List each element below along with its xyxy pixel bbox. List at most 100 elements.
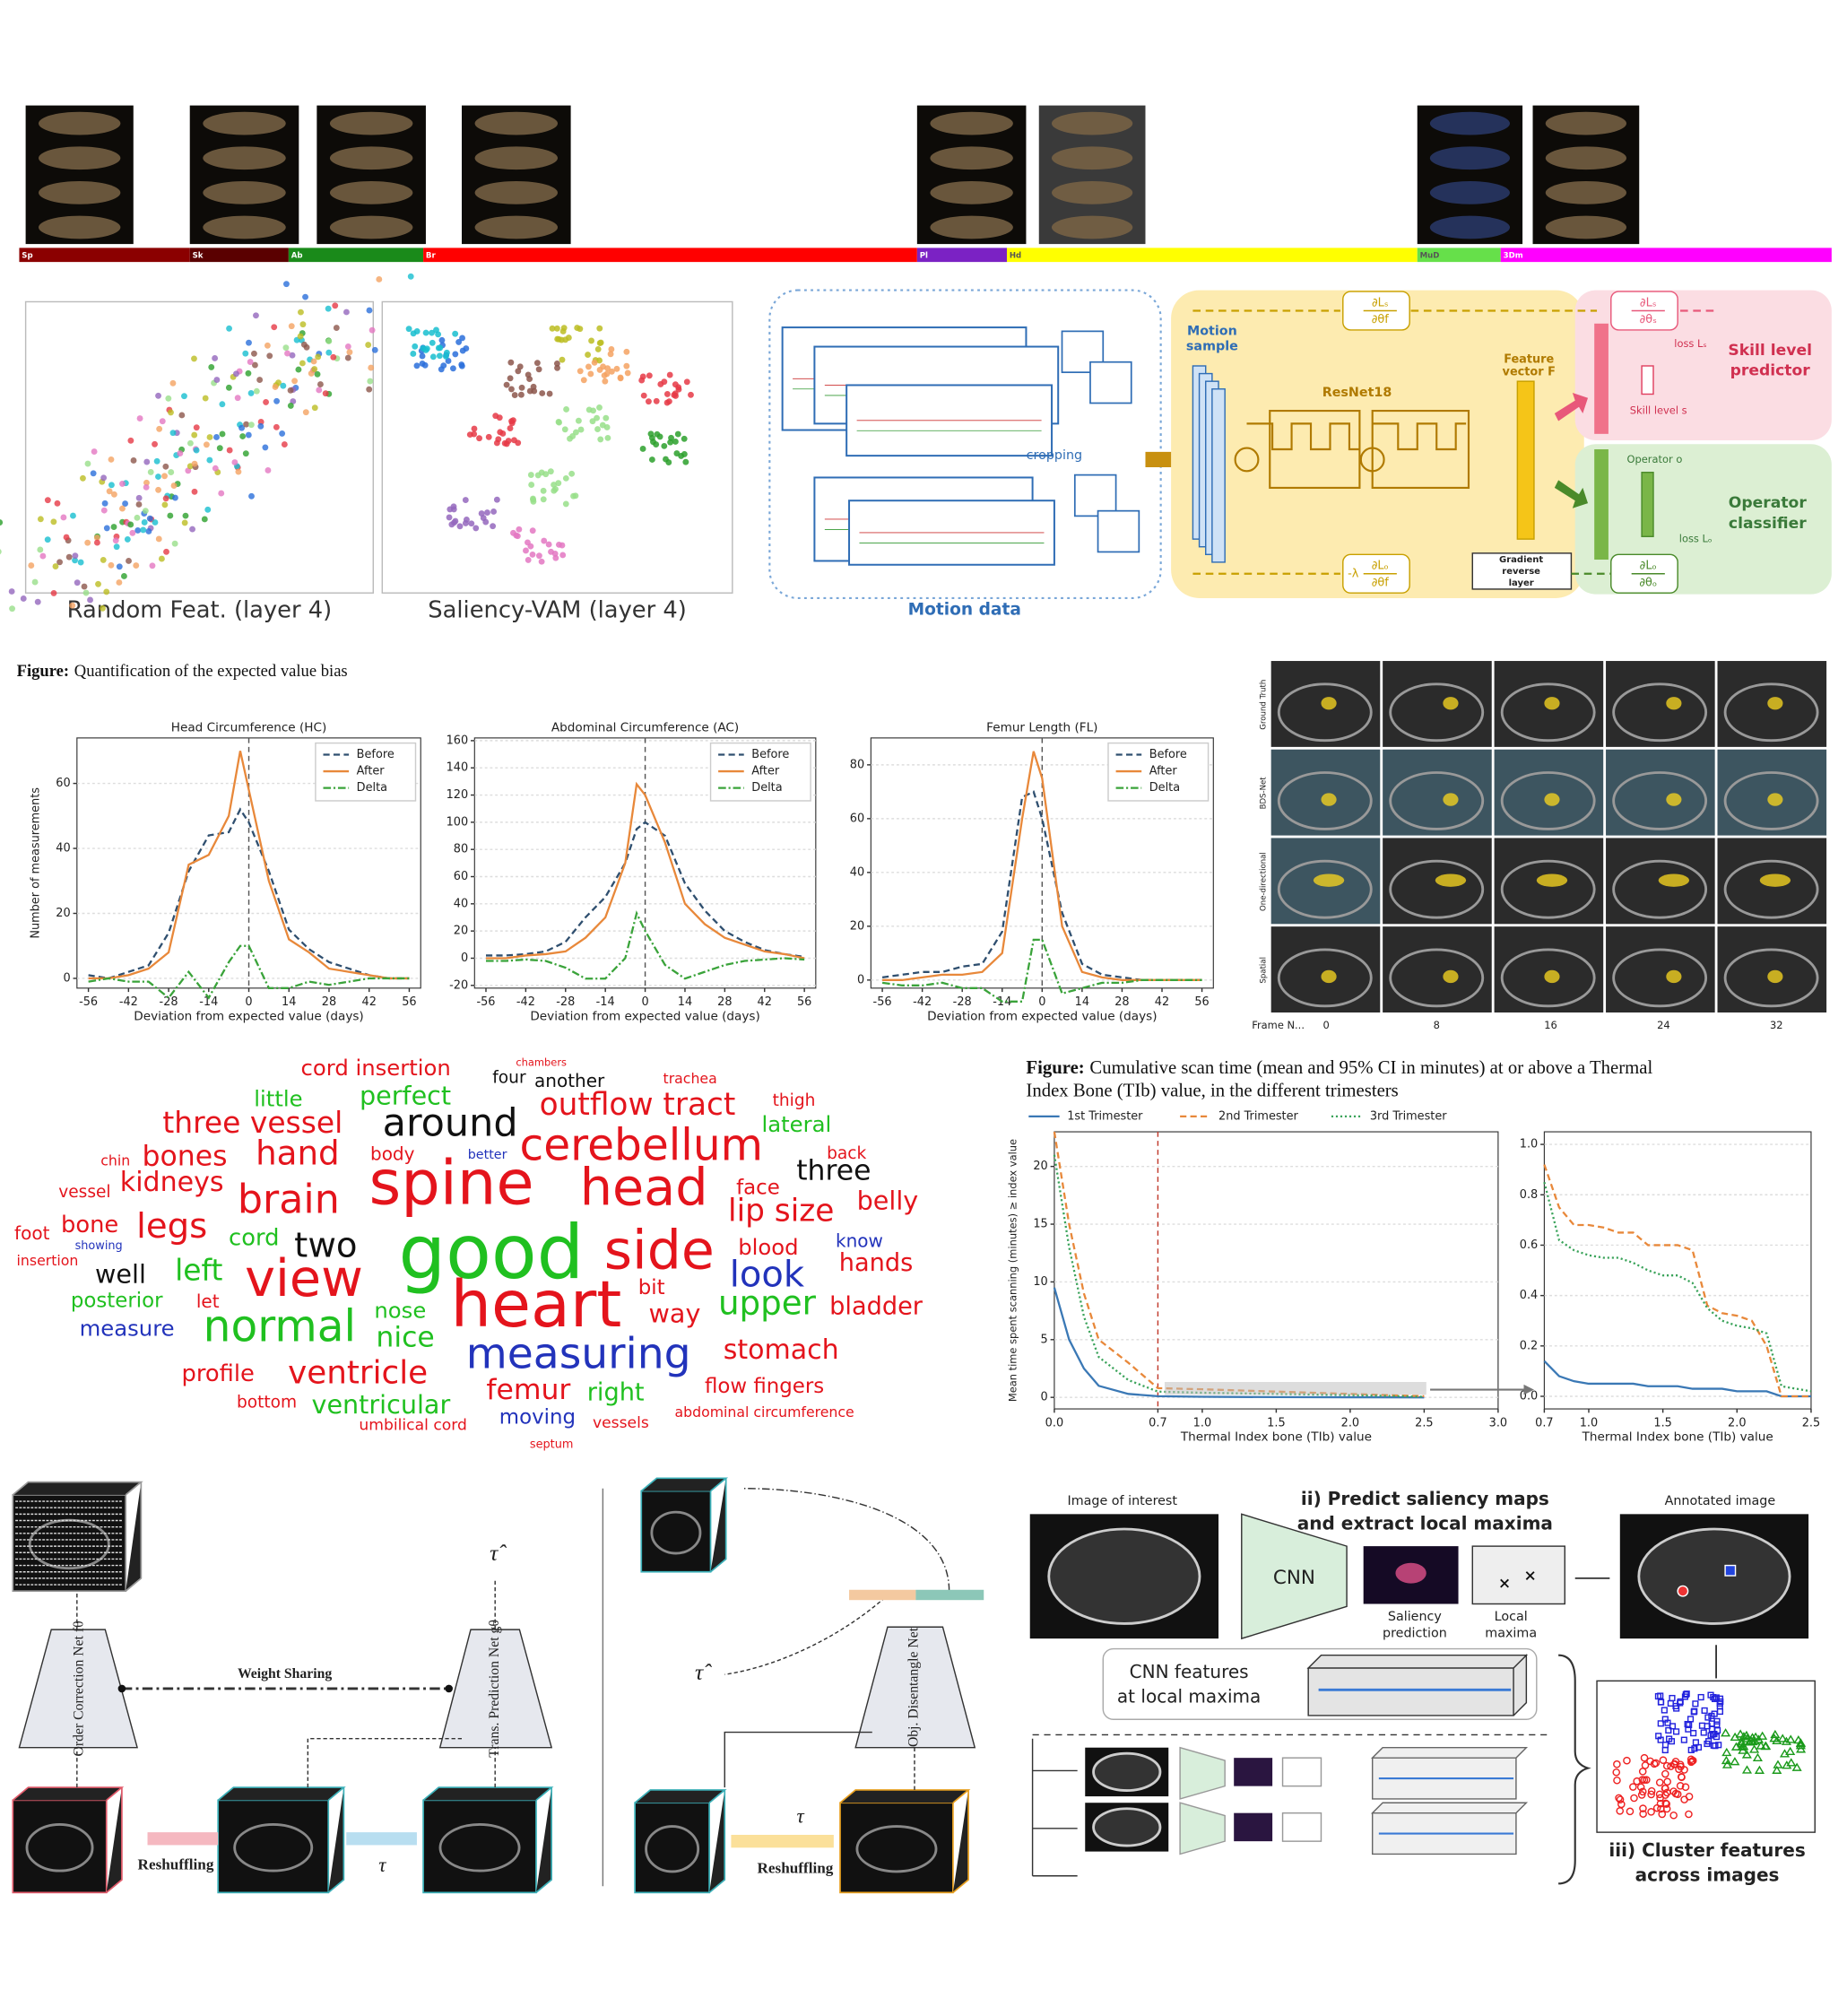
cluster-red xyxy=(1687,1758,1695,1767)
y-tick-label: 100 xyxy=(447,815,469,829)
embedding-dot xyxy=(540,487,547,494)
embedding-dot xyxy=(100,474,108,482)
embedding-dot xyxy=(90,470,97,477)
cluster-green xyxy=(1785,1746,1796,1755)
saliency-frame xyxy=(1606,926,1715,1013)
label: ∂Lₒ xyxy=(1372,560,1389,573)
saliency-blob xyxy=(1767,793,1783,806)
anatomy xyxy=(1277,771,1373,830)
label: Pl xyxy=(920,251,928,260)
saliency-frame xyxy=(1494,926,1604,1013)
cluster-green xyxy=(1773,1760,1783,1768)
flow-arrow xyxy=(307,1737,462,1788)
word: view xyxy=(245,1249,363,1308)
embedding-dot xyxy=(182,512,189,519)
embedding-dot xyxy=(203,441,210,448)
embedding-dot xyxy=(143,458,151,465)
anatomy xyxy=(650,1510,702,1555)
embedding-dot xyxy=(81,583,88,590)
cluster-red xyxy=(1646,1757,1654,1766)
x-tick-label: 42 xyxy=(1155,995,1169,1009)
cluster-green xyxy=(1753,1734,1765,1743)
embedding-dot xyxy=(311,404,318,412)
embedding-dot xyxy=(535,552,542,560)
label: maxima xyxy=(1485,1626,1537,1640)
embedding-dot xyxy=(202,395,209,402)
resnet-blocks xyxy=(1246,410,1470,489)
saliency-blob xyxy=(1658,873,1690,887)
embedding-dot xyxy=(526,376,533,383)
resnet-node xyxy=(1234,447,1260,473)
fetal-render xyxy=(39,146,121,170)
embedding-dot xyxy=(155,486,161,493)
x-tick-label: 56 xyxy=(797,995,811,1009)
embedding-dot xyxy=(603,414,610,421)
disentangled-code xyxy=(915,1589,984,1601)
cluster-blue xyxy=(1684,1720,1691,1728)
embedding-dot xyxy=(152,519,159,526)
embedding-dot xyxy=(529,527,536,534)
cluster-red xyxy=(1678,1773,1686,1782)
embedding-dot xyxy=(158,555,165,562)
word: bottom xyxy=(237,1393,297,1412)
gradient-reverse-box xyxy=(1471,552,1573,590)
word: brain xyxy=(238,1177,340,1223)
word: two xyxy=(294,1225,357,1265)
word: upper xyxy=(718,1283,817,1323)
embedding-dot xyxy=(262,444,269,451)
embedding-dot xyxy=(325,349,333,356)
embedding-dot xyxy=(599,421,606,429)
cluster-red xyxy=(1658,1810,1667,1819)
embedding-dot xyxy=(63,534,70,541)
cluster-red xyxy=(1612,1768,1621,1777)
cluster-blue xyxy=(1697,1693,1704,1701)
embedding-dot xyxy=(280,382,287,389)
cluster-green xyxy=(1786,1758,1797,1767)
embedding-panel xyxy=(24,300,375,594)
maxima-marks xyxy=(1500,1571,1535,1588)
feature-vector xyxy=(1516,380,1535,540)
embedding-dot xyxy=(646,372,653,379)
label: Ab xyxy=(291,251,303,260)
embedding-dot xyxy=(299,360,306,367)
x-axis-label: Deviation from expected value (days) xyxy=(927,1009,1157,1023)
word: nice xyxy=(376,1321,434,1353)
feature-extractor-box xyxy=(1171,290,1584,598)
embedding-dot xyxy=(52,563,59,569)
anatomy xyxy=(1389,771,1485,830)
embedding-dot xyxy=(60,514,67,521)
embedding-dot xyxy=(147,468,154,475)
word: chambers xyxy=(516,1056,567,1068)
embedding-dot xyxy=(597,436,604,443)
word: good xyxy=(398,1209,584,1296)
word: know xyxy=(836,1230,883,1252)
word: bit xyxy=(638,1276,665,1299)
x-axis-label: Thermal Index bone (TIb) value xyxy=(1582,1430,1773,1445)
label: 3Dm xyxy=(1504,251,1523,260)
embedding-dot xyxy=(368,364,375,371)
embedding-dot xyxy=(462,497,469,503)
legend-label: Delta xyxy=(1149,781,1180,795)
cluster-blue xyxy=(1664,1719,1671,1726)
x-tick-label: 0.7 xyxy=(1535,1416,1553,1429)
y-tick-label: 60 xyxy=(850,812,864,825)
cluster-red xyxy=(1613,1776,1621,1785)
x-tick-label: 28 xyxy=(322,995,336,1009)
embedding-dot xyxy=(288,323,295,330)
embedding-dot xyxy=(193,424,200,431)
embedding-dot xyxy=(245,431,252,439)
label: -λ xyxy=(1348,567,1359,580)
y-tick-label: 80 xyxy=(850,758,864,771)
cluster-red xyxy=(1656,1794,1664,1803)
label: Gradient xyxy=(1499,555,1543,565)
class-bar-segment xyxy=(1500,248,1832,263)
operator-output xyxy=(1641,472,1654,537)
legend-label: After xyxy=(751,765,780,778)
embedding-dot xyxy=(91,448,98,456)
label: Random Feat. (layer 4) xyxy=(67,597,333,624)
cluster-blue xyxy=(1715,1742,1722,1749)
x-tick-label: -56 xyxy=(79,995,98,1009)
legend-label: Before xyxy=(357,748,395,761)
anatomy xyxy=(645,1825,700,1873)
anatomy xyxy=(1612,948,1708,1008)
